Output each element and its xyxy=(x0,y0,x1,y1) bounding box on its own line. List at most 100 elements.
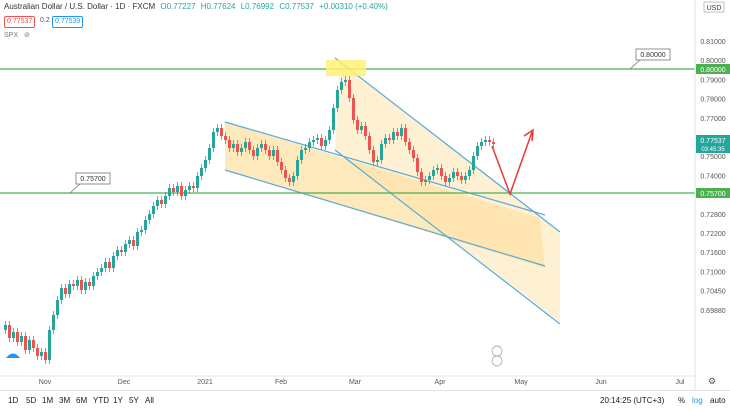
candle-body xyxy=(168,188,171,196)
candle-body xyxy=(424,180,427,182)
candle-body xyxy=(476,146,479,156)
candle-body xyxy=(392,132,395,140)
time-tick-label: Jul xyxy=(676,379,685,386)
candle-body xyxy=(304,148,307,150)
brand-logo-icon[interactable] xyxy=(6,353,20,359)
candle-body xyxy=(420,172,423,182)
candle-body xyxy=(444,176,447,182)
channel-upper-line[interactable] xyxy=(224,121,546,216)
candle-body xyxy=(356,120,359,130)
candle-body xyxy=(132,240,135,246)
symbol-title[interactable]: Australian Dollar / U.S. Dollar · 1D · F… xyxy=(4,2,156,11)
candle-body xyxy=(176,186,179,192)
settings-gear-icon[interactable]: ⚙ xyxy=(708,376,716,386)
ohlc-change: +0.00310 (+0.40%) xyxy=(319,2,388,11)
candle-body xyxy=(188,186,191,190)
candle-body xyxy=(240,148,243,152)
indicator-name: SPX xyxy=(4,32,19,39)
candle-body xyxy=(192,186,195,188)
timeframe-6m[interactable]: 6M xyxy=(76,396,88,405)
candle-body xyxy=(492,142,495,144)
candle-body xyxy=(376,160,379,162)
candle-body xyxy=(364,126,367,136)
time-tick-label: Dec xyxy=(118,379,131,386)
candle-body xyxy=(100,268,103,272)
candle-body xyxy=(280,162,283,170)
candle-body xyxy=(204,160,207,168)
candle-body xyxy=(200,168,203,176)
wedge-lower-line[interactable] xyxy=(334,149,561,325)
candle-body xyxy=(72,284,75,286)
percent-toggle[interactable]: % xyxy=(678,396,686,405)
bar-countdown: 03:45:35 xyxy=(701,147,725,153)
current-price-tag xyxy=(696,135,730,153)
auto-toggle[interactable]: auto xyxy=(710,396,726,405)
channel-lower-line[interactable] xyxy=(224,169,546,267)
earnings-event-icon[interactable] xyxy=(491,345,503,367)
candle-body xyxy=(116,250,119,256)
candle-body xyxy=(416,158,419,172)
candle-body xyxy=(140,230,143,232)
eye-icon[interactable]: ⊘ xyxy=(23,32,30,39)
level-note-upper[interactable] xyxy=(635,48,671,61)
candle-body xyxy=(124,244,127,252)
candlestick-series xyxy=(4,76,495,364)
candle-body xyxy=(196,176,199,188)
candle-body xyxy=(24,336,27,350)
buy-price-button[interactable]: 0.77539 xyxy=(52,16,84,28)
candle-body xyxy=(288,178,291,182)
upper-level-tag-text: 0.80000 xyxy=(700,67,725,74)
price-tick-label: 0.71600 xyxy=(700,250,725,257)
candle-body xyxy=(156,200,159,206)
ohlc-open: O0.77227 xyxy=(160,2,196,11)
candle-body xyxy=(220,128,223,136)
candle-body xyxy=(484,140,487,142)
current-price-text: 0.77537 xyxy=(700,138,725,145)
peak-highlight[interactable] xyxy=(326,60,366,76)
candle-body xyxy=(164,196,167,204)
wedge-fill xyxy=(335,62,560,322)
timeframe-5y[interactable]: 5Y xyxy=(129,396,139,405)
price-tick-label: 0.80000 xyxy=(700,58,725,65)
timeframe-1d[interactable]: 1D xyxy=(8,396,19,405)
candle-body xyxy=(148,214,151,220)
timeframe-1m[interactable]: 1M xyxy=(42,396,54,405)
sell-price-button[interactable]: 0.77537 xyxy=(4,16,36,28)
candle-body xyxy=(352,98,355,120)
currency-badge[interactable] xyxy=(703,1,725,13)
indicator-label[interactable]: SPX ⊘ xyxy=(4,31,30,39)
candle-body xyxy=(112,256,115,268)
candle-body xyxy=(360,126,363,130)
timeframe-ytd[interactable]: YTD xyxy=(93,396,109,405)
candle-body xyxy=(232,144,235,148)
timeframe-1y[interactable]: 1Y xyxy=(113,396,123,405)
lower-level-tag xyxy=(696,188,730,198)
candle-body xyxy=(264,144,267,150)
candle-body xyxy=(56,300,59,315)
candle-body xyxy=(216,128,219,132)
chart-legend: Australian Dollar / U.S. Dollar · 1D · F… xyxy=(4,2,391,11)
candle-body xyxy=(488,140,491,142)
level-note-lower-text: 0.75700 xyxy=(80,176,105,183)
time-axis[interactable]: Nov Dec 2021 Feb Mar Apr May Jun Jul xyxy=(39,379,685,386)
wedge-upper-line[interactable] xyxy=(334,57,561,233)
candle-body xyxy=(308,142,311,148)
log-toggle[interactable]: log xyxy=(692,396,703,405)
candle-body xyxy=(332,108,335,130)
timeframe-3m[interactable]: 3M xyxy=(59,396,71,405)
timeframe-all[interactable]: All xyxy=(145,396,154,405)
candle-body xyxy=(172,188,175,192)
candle-body xyxy=(260,144,263,148)
level-note-lower[interactable] xyxy=(75,172,111,185)
candle-body xyxy=(472,156,475,170)
candle-body xyxy=(460,176,463,180)
projection-arrow[interactable] xyxy=(491,131,533,197)
candle-body xyxy=(440,168,443,176)
timeframe-5d[interactable]: 5D xyxy=(26,396,37,405)
candle-body xyxy=(68,284,71,294)
candle-body xyxy=(480,142,483,146)
clock-timezone[interactable]: 20:14:25 (UTC+3) xyxy=(600,396,665,405)
candle-body xyxy=(404,128,407,142)
candle-body xyxy=(84,282,87,290)
